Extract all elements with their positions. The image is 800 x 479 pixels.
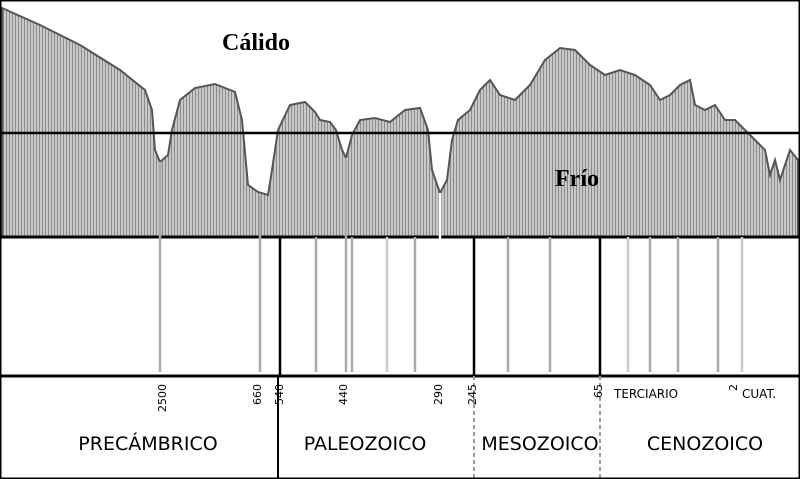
time-label: 2500 [156, 384, 169, 412]
cold-label: Frío [555, 166, 599, 192]
temperature-curve-area [0, 6, 799, 238]
period-label: CUAT. [742, 387, 776, 401]
time-label: 245 [466, 384, 479, 405]
era-label: CENOZOICO [647, 433, 763, 455]
era-label: PRECÁMBRICO [78, 432, 217, 455]
warm-label: Cálido [222, 30, 290, 56]
time-label: 540 [273, 384, 286, 405]
period-lines [158, 158, 744, 376]
era-label: MESOZOICO [481, 433, 598, 455]
period-label: TERCIARIO [613, 387, 678, 401]
time-label: 660 [251, 384, 264, 405]
time-label: 65 [592, 384, 605, 398]
time-label: 2 [727, 384, 740, 391]
time-label: 440 [337, 384, 350, 405]
era-label: PALEOZOICO [304, 433, 427, 455]
time-label: 290 [432, 384, 445, 405]
